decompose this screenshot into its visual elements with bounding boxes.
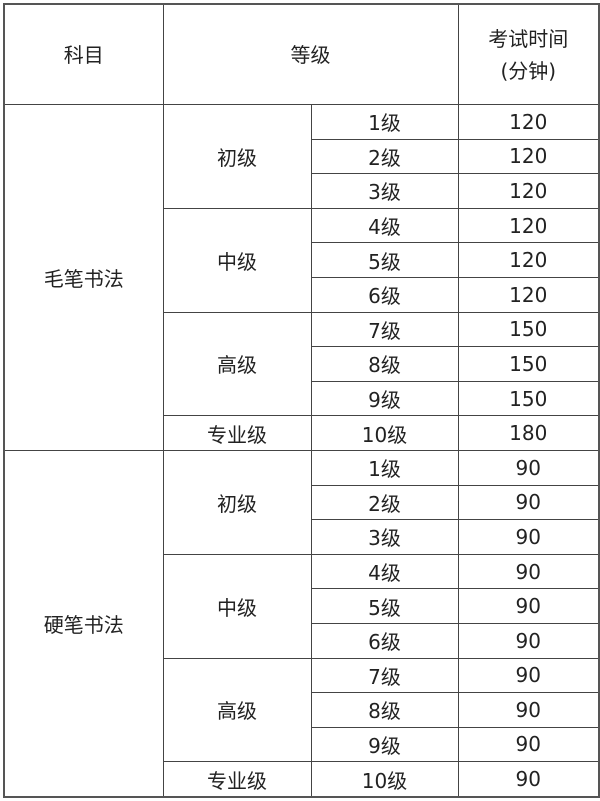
time-cell: 90 xyxy=(457,657,600,694)
time-cell: 90 xyxy=(457,622,600,659)
grade-cell: 8级 xyxy=(310,346,459,382)
time-cell: 90 xyxy=(457,588,600,624)
header-time-line1: 考试时间 xyxy=(488,26,569,51)
table-row: 3级 90 xyxy=(4,519,600,555)
grade-cell: 3级 xyxy=(310,173,459,209)
time-cell: 150 xyxy=(457,311,600,348)
grade-cell: 5级 xyxy=(310,242,459,278)
table-row: 高级 7级 90 xyxy=(4,657,600,763)
time-cell: 90 xyxy=(457,761,600,798)
time-cell: 150 xyxy=(457,346,600,382)
level-group-cell: 初级 xyxy=(162,104,312,209)
table-row: 中级 4级 90 xyxy=(4,553,600,659)
time-cell: 180 xyxy=(457,415,600,451)
table-row: 高级 7级 150 xyxy=(4,311,600,417)
level-group-cell: 初级 xyxy=(162,449,312,555)
header-time: 考试时间 (分钟) xyxy=(457,3,600,105)
time-cell: 150 xyxy=(457,380,600,417)
time-cell: 120 xyxy=(457,104,600,140)
grade-cell: 4级 xyxy=(310,207,459,244)
header-level: 等级 xyxy=(162,3,459,105)
header-subject: 科目 xyxy=(3,3,164,105)
time-cell: 120 xyxy=(457,173,600,209)
time-cell: 90 xyxy=(457,449,600,486)
grade-cell: 9级 xyxy=(310,380,459,417)
level-group-cell: 中级 xyxy=(162,207,312,313)
grade-cell: 6级 xyxy=(310,276,459,313)
grade-cell: 8级 xyxy=(310,692,459,728)
grade-cell: 5级 xyxy=(310,588,459,624)
table-row: 6级 120 xyxy=(4,276,600,313)
time-cell: 90 xyxy=(457,484,600,521)
grade-cell: 10级 xyxy=(310,761,459,798)
table-row: 硬笔书法 初级 1级 90 xyxy=(3,449,600,798)
grade-cell: 10级 xyxy=(310,415,459,451)
level-group-cell: 中级 xyxy=(162,553,312,659)
grade-cell: 6级 xyxy=(310,622,459,659)
table-row: 5级 120 xyxy=(4,242,600,278)
grade-cell: 9级 xyxy=(310,726,459,763)
time-cell: 90 xyxy=(457,519,600,555)
subject-cell: 硬笔书法 xyxy=(3,449,164,798)
table-row: 专业级 10级 90 xyxy=(4,761,600,798)
level-group-cell: 高级 xyxy=(162,311,312,417)
time-cell: 90 xyxy=(457,726,600,763)
header-time-line2: (分钟) xyxy=(500,58,557,83)
grade-cell: 7级 xyxy=(310,657,459,694)
table-row: 8级 150 xyxy=(4,346,600,382)
table-row: 5级 90 xyxy=(4,588,600,624)
table-row: 8级 90 xyxy=(4,692,600,728)
exam-time-table: 科目 等级 考试时间 (分钟) 毛笔书法 初级 1级 120 2级 120 3级 120 中级 4… xyxy=(3,3,600,798)
time-cell: 120 xyxy=(457,242,600,278)
table-row: 专业级 10级 180 xyxy=(4,415,600,451)
grade-cell: 4级 xyxy=(310,553,459,590)
header-row: 科目 等级 考试时间 (分钟) xyxy=(3,3,600,105)
grade-cell: 3级 xyxy=(310,519,459,555)
table-row: 9级 150 xyxy=(4,380,600,417)
grade-cell: 2级 xyxy=(310,138,459,175)
grade-cell: 1级 xyxy=(310,449,459,486)
level-group-cell: 高级 xyxy=(162,657,312,763)
table-row: 毛笔书法 初级 1级 120 xyxy=(3,104,600,451)
time-cell: 90 xyxy=(457,692,600,728)
time-cell: 120 xyxy=(457,207,600,244)
level-group-cell: 专业级 xyxy=(162,761,312,798)
table-row: 6级 90 xyxy=(4,622,600,659)
subject-cell: 毛笔书法 xyxy=(3,104,164,451)
table-row: 2级 120 xyxy=(4,138,600,175)
time-cell: 90 xyxy=(457,553,600,590)
grade-cell: 2级 xyxy=(310,484,459,521)
table-body: 毛笔书法 初级 1级 120 2级 120 3级 120 中级 4级 120 5级 120 6级 120 高级… xyxy=(3,104,600,798)
table-row: 2级 90 xyxy=(4,484,600,521)
level-group-cell: 专业级 xyxy=(162,415,312,451)
time-cell: 120 xyxy=(457,276,600,313)
time-cell: 120 xyxy=(457,138,600,175)
grade-cell: 1级 xyxy=(310,104,459,140)
grade-cell: 7级 xyxy=(310,311,459,348)
